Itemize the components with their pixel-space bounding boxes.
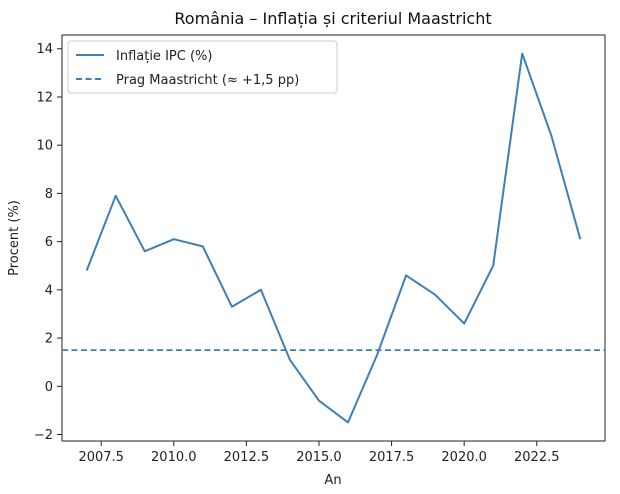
data-point [113, 193, 118, 198]
data-point [578, 237, 583, 242]
legend-box [67, 40, 338, 94]
data-point [549, 133, 554, 138]
data-point [404, 273, 409, 278]
data-point [84, 268, 89, 273]
data-point [491, 263, 496, 268]
data-point [462, 321, 467, 326]
data-point [316, 398, 321, 403]
chart-title: România – Inflația și criteriul Maastric… [174, 9, 491, 28]
x-tick-label: 2020.0 [441, 450, 487, 465]
x-tick-label: 2012.5 [224, 450, 270, 465]
data-point [346, 420, 351, 425]
x-tick-label: 2022.5 [514, 450, 560, 465]
data-point [433, 292, 438, 297]
y-axis-title: Procent (%) [7, 200, 22, 276]
data-point [287, 357, 292, 362]
data-point [258, 287, 263, 292]
data-point [229, 304, 234, 309]
data-point [142, 249, 147, 254]
plot-area [61, 34, 606, 442]
y-tick-label: 12 [36, 90, 53, 105]
data-point [171, 237, 176, 242]
y-tick-label: 8 [45, 187, 53, 202]
legend: Inflație IPC (%) Prag Maastricht (≈ +1,5… [67, 40, 338, 94]
y-tick-label: 6 [45, 235, 53, 250]
y-axis: −2 0 2 4 6 8 10 12 14 [34, 42, 62, 443]
x-tick-label: 2007.5 [78, 450, 124, 465]
data-point [375, 352, 380, 357]
x-tick-label: 2015.0 [296, 450, 342, 465]
y-tick-label: 10 [36, 139, 53, 154]
plot-frame [61, 34, 606, 442]
data-point [520, 51, 525, 56]
series-layer [62, 51, 605, 425]
y-tick-label: 14 [36, 42, 53, 57]
y-tick-label: 2 [45, 332, 53, 347]
y-tick-label: −2 [34, 428, 53, 443]
x-axis: 2007.5 2010.0 2012.5 2015.0 2017.5 2020.0 2022… [78, 441, 560, 465]
legend-label-threshold: Prag Maastricht (≈ +1,5 pp) [116, 73, 299, 88]
cpi-inflation-line [85, 52, 582, 424]
legend-label-cpi: Inflație IPC (%) [116, 49, 212, 64]
x-tick-label: 2010.0 [151, 450, 197, 465]
data-point [200, 244, 205, 249]
x-axis-title: An [324, 473, 341, 488]
y-tick-label: 0 [45, 380, 53, 395]
x-tick-label: 2017.5 [369, 450, 415, 465]
y-tick-label: 4 [45, 283, 53, 298]
